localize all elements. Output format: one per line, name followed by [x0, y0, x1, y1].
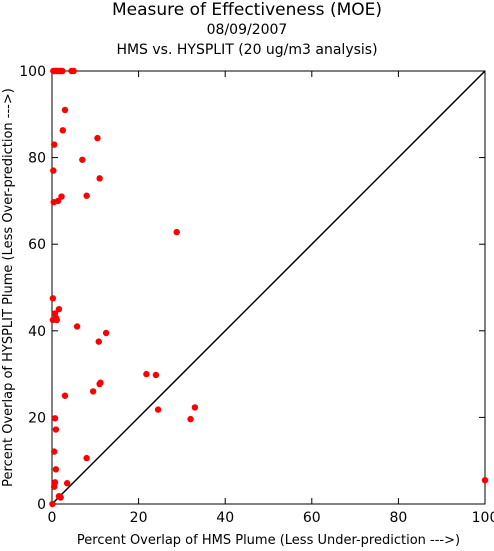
chart-subtitle-analysis: HMS vs. HYSPLIT (20 ug/m3 analysis) — [116, 42, 378, 58]
data-point — [50, 167, 57, 174]
y-tick-label: 80 — [28, 151, 46, 167]
data-point — [83, 454, 90, 462]
y-tick-label: 60 — [28, 237, 46, 253]
x-tick-label: 100 — [472, 510, 494, 526]
y-tick-label: 100 — [19, 64, 46, 80]
data-point — [79, 156, 86, 163]
data-point — [50, 198, 57, 206]
data-point — [73, 323, 81, 330]
data-point — [53, 316, 60, 324]
chart-title: Measure of Effectiveness (MOE) — [111, 0, 383, 20]
data-point — [50, 483, 58, 490]
chart-subtitle-date: 08/09/2007 — [206, 22, 288, 38]
data-point — [89, 388, 97, 395]
data-point — [70, 67, 77, 75]
diagonal-reference-line — [51, 70, 486, 505]
data-point — [52, 426, 60, 433]
data-point — [49, 295, 57, 302]
data-point — [59, 127, 67, 134]
y-axis-label: Percent Overlap of HYSPLIT Plume (Less O… — [1, 88, 16, 487]
data-point — [152, 371, 160, 379]
data-point — [52, 466, 60, 473]
data-point — [83, 192, 90, 199]
data-point — [55, 305, 63, 313]
x-tick-label: 40 — [216, 510, 234, 526]
data-point — [154, 406, 162, 413]
y-tick-label: 40 — [28, 324, 46, 340]
data-point — [49, 500, 56, 508]
data-points — [49, 67, 489, 508]
y-tick-label: 0 — [37, 497, 46, 513]
x-axis-label: Percent Overlap of HMS Plume (Less Under… — [77, 533, 460, 548]
axis-tick-labels: 0 20 40 60 80 100 0 20 40 60 80 100 — [19, 64, 494, 526]
data-point — [61, 392, 69, 399]
x-tick-label: 80 — [389, 510, 407, 526]
data-point — [51, 415, 59, 422]
data-point — [50, 448, 58, 455]
x-tick-label: 0 — [48, 510, 57, 526]
data-point — [96, 380, 103, 388]
data-point — [63, 480, 71, 487]
x-tick-label: 20 — [130, 510, 148, 526]
data-point — [481, 476, 489, 484]
data-point — [57, 494, 64, 501]
data-point — [173, 228, 180, 236]
x-tick-label: 60 — [303, 510, 321, 526]
data-point — [187, 415, 194, 423]
data-point — [191, 404, 199, 411]
data-point — [61, 106, 69, 114]
data-point — [50, 141, 58, 148]
data-point — [143, 370, 150, 378]
data-point — [95, 338, 102, 345]
data-point — [59, 67, 66, 75]
plot-frame — [51, 70, 486, 505]
data-point — [96, 175, 103, 182]
y-tick-label: 20 — [28, 410, 46, 426]
data-point — [94, 134, 101, 142]
data-point — [102, 329, 110, 337]
data-point — [58, 193, 65, 200]
